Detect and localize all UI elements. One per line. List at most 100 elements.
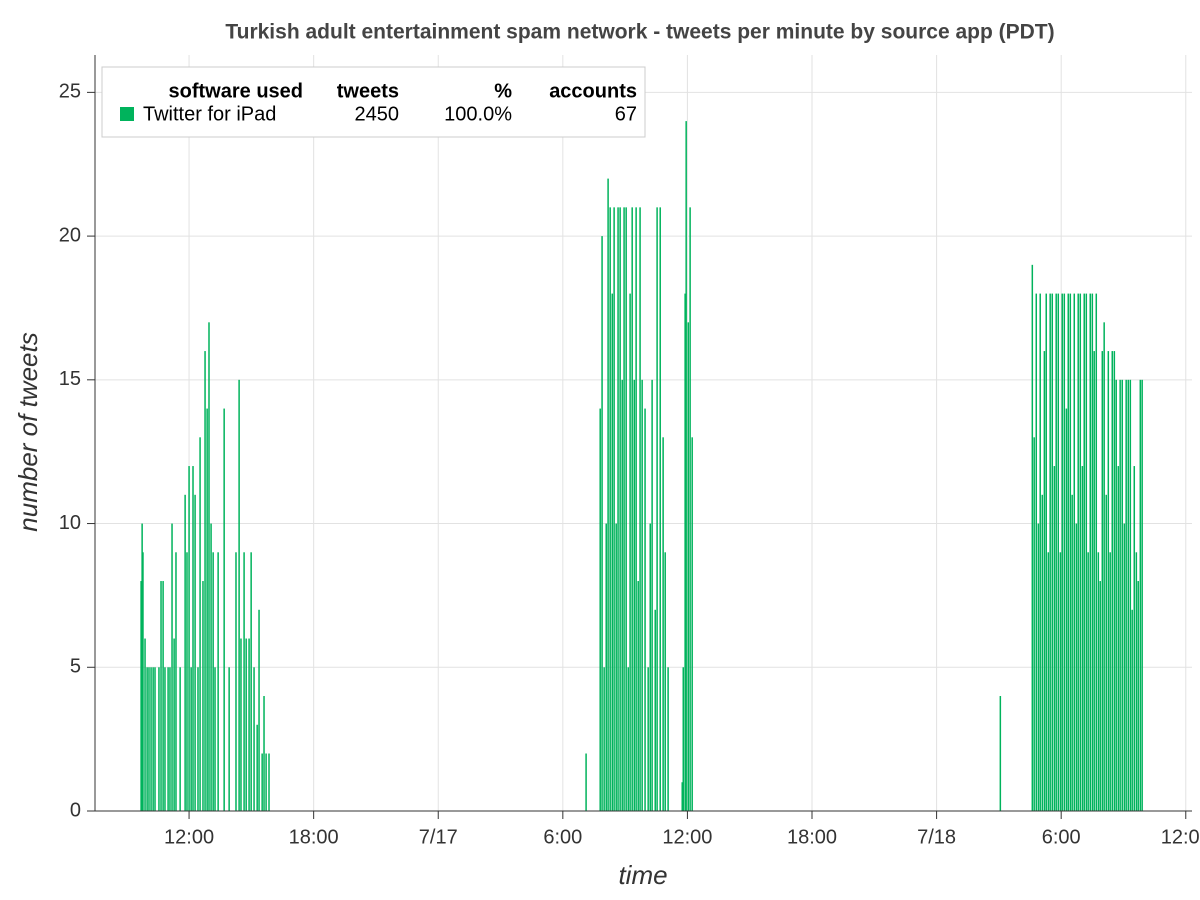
bar <box>250 552 252 811</box>
bar <box>184 494 186 811</box>
bar <box>154 667 156 811</box>
bar <box>631 207 633 812</box>
bar <box>144 638 146 811</box>
bar <box>1045 293 1047 811</box>
bar <box>256 724 258 811</box>
bar <box>1109 552 1111 811</box>
bar <box>659 207 661 812</box>
bar <box>1037 523 1040 811</box>
legend-header: tweets <box>337 80 399 102</box>
bar <box>1137 581 1139 811</box>
bar <box>1057 293 1060 811</box>
bar <box>1059 552 1062 811</box>
bar <box>1041 494 1044 811</box>
bar <box>649 523 651 811</box>
bar <box>1103 322 1105 811</box>
x-tick-label: 12:00 <box>1161 826 1200 848</box>
bar <box>202 581 204 811</box>
bar <box>615 523 617 811</box>
bar <box>585 753 587 811</box>
bar <box>617 207 619 812</box>
bar <box>691 437 693 811</box>
bar <box>611 293 613 811</box>
bar <box>164 667 166 811</box>
x-tick-label: 12:00 <box>164 826 214 848</box>
bar <box>613 207 615 812</box>
legend-cell: 2450 <box>355 103 400 125</box>
bar <box>148 667 150 811</box>
bar <box>175 552 177 811</box>
legend-header: accounts <box>549 80 637 102</box>
bar <box>179 667 181 811</box>
bar <box>635 207 637 812</box>
bar <box>142 552 144 811</box>
bar <box>253 667 255 811</box>
bar <box>1099 581 1101 811</box>
bar <box>265 753 267 811</box>
bar <box>263 696 265 811</box>
x-tick-label: 6:00 <box>543 826 582 848</box>
bar <box>1075 523 1078 811</box>
bar <box>140 581 142 811</box>
bar <box>1113 351 1116 811</box>
bar <box>192 466 194 811</box>
bar <box>1085 293 1088 811</box>
bar <box>167 667 169 811</box>
legend-swatch <box>120 107 134 121</box>
bar <box>685 121 687 811</box>
y-tick-label: 5 <box>70 656 81 678</box>
bar <box>1061 293 1063 811</box>
bar <box>601 236 603 811</box>
legend-label: Twitter for iPad <box>143 103 276 125</box>
bar <box>194 494 196 811</box>
x-axis-label: time <box>618 860 667 890</box>
bar <box>248 638 250 811</box>
bar <box>682 667 685 811</box>
bar <box>1031 264 1034 811</box>
bar <box>605 523 607 811</box>
bar <box>687 322 689 811</box>
bar <box>1067 293 1069 811</box>
bar <box>1051 293 1054 811</box>
bar <box>1091 293 1094 811</box>
bar <box>609 207 611 812</box>
x-tick-label: 7/18 <box>917 826 956 848</box>
bar <box>1089 293 1092 811</box>
bar <box>190 667 192 811</box>
legend-cell: 67 <box>615 103 637 125</box>
bar <box>188 466 190 811</box>
bar <box>1039 293 1041 811</box>
bar <box>1047 552 1050 811</box>
bar <box>654 609 656 811</box>
bar <box>173 638 175 811</box>
bar <box>240 638 242 811</box>
bar <box>1049 293 1051 811</box>
bar <box>1069 293 1072 811</box>
bar <box>1065 408 1068 811</box>
bar <box>644 408 646 811</box>
bar <box>1035 293 1038 811</box>
bar <box>1141 379 1143 811</box>
bar <box>689 207 691 812</box>
bar <box>204 351 206 811</box>
bar <box>212 552 214 811</box>
bar <box>1131 609 1133 811</box>
bar <box>1055 293 1057 811</box>
bar <box>667 667 669 811</box>
bar <box>637 581 639 811</box>
bar <box>623 207 625 812</box>
bar <box>1135 552 1138 811</box>
bar <box>228 667 230 811</box>
bar <box>603 667 605 811</box>
bar <box>1073 293 1076 811</box>
chart-title: Turkish adult entertainment spam network… <box>225 21 1054 44</box>
x-tick-label: 7/17 <box>419 826 458 848</box>
bar <box>146 667 148 811</box>
bar <box>1043 351 1046 811</box>
bar <box>245 638 247 811</box>
bar <box>662 437 664 811</box>
y-tick-label: 0 <box>70 799 81 821</box>
bar <box>1063 293 1066 811</box>
bar <box>684 293 686 811</box>
bar <box>1111 351 1114 811</box>
